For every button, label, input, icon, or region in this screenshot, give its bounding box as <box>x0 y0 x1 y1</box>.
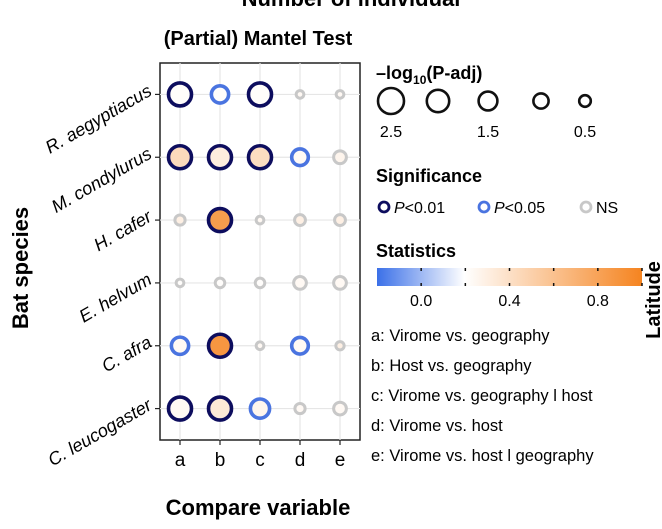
point-c-leucogaster-c <box>248 397 272 420</box>
variable-annotations: a: Virome vs. geography b: Host vs. geogr… <box>371 327 594 465</box>
significance-legend-items: P<0.01 P<0.05 NS <box>377 200 618 217</box>
size-legend: –log10(P-adj) 2.5 1.5 0.5 <box>376 63 596 141</box>
point-e-helvum-a <box>174 277 186 289</box>
point-h-cafer-e <box>333 213 347 228</box>
annotation-b: b: Host vs. geography <box>371 357 532 375</box>
annotation-e: e: Virome vs. host l geography <box>371 447 594 465</box>
significance-legend-swatch-p-0-01 <box>377 200 391 214</box>
x-axis-title: Compare variable <box>166 495 351 520</box>
point-r-aegyptiacus-e <box>334 89 346 100</box>
statistics-colorbar-ticks: 0.0 0.4 0.8 <box>410 268 643 310</box>
y-axis-title: Bat species <box>8 207 33 329</box>
x-tick-label-d: d <box>295 450 306 471</box>
point-e-helvum-c <box>253 276 267 290</box>
point-c-leucogaster-d <box>293 401 307 416</box>
size-legend-circle-1 <box>532 92 550 110</box>
point-h-cafer-b <box>206 206 234 234</box>
cut-off-right-label: Latitude <box>643 261 662 339</box>
point-m-condylurus-e <box>332 149 348 166</box>
y-tick-label-m-condylurus: M. condylurus <box>48 143 155 216</box>
colorbar-label-0-4: 0.4 <box>498 293 520 310</box>
point-e-helvum-d <box>292 275 308 291</box>
y-tick-label-c-leucogaster: C. leucogaster <box>44 394 155 470</box>
point-c-afra-e <box>334 340 346 352</box>
size-legend-circle-0-5 <box>577 93 593 109</box>
y-tick-label-h-cafer: H. cafer <box>90 206 155 255</box>
colorbar-label-0-0: 0.0 <box>410 293 432 310</box>
x-tick-label-e: e <box>335 450 346 471</box>
data-points <box>166 81 348 422</box>
size-legend-labels: 2.5 1.5 0.5 <box>380 124 596 141</box>
point-r-aegyptiacus-b <box>209 83 231 105</box>
size-legend-label-0-5: 0.5 <box>574 124 596 141</box>
size-legend-title-sub: 10 <box>413 73 427 87</box>
size-legend-circles <box>376 86 593 116</box>
significance-legend-label-ns: NS <box>596 200 618 217</box>
annotation-a: a: Virome vs. geography <box>371 327 550 345</box>
point-c-afra-d <box>289 335 311 356</box>
point-m-condylurus-b <box>206 143 234 171</box>
annotation-c: c: Virome vs. geography l host <box>371 387 593 405</box>
statistics-colorbar <box>377 268 642 286</box>
point-r-aegyptiacus-d <box>294 89 306 100</box>
x-tick-label-b: b <box>215 450 226 471</box>
size-legend-label-1-5: 1.5 <box>477 124 499 141</box>
size-legend-label-2-5: 2.5 <box>380 124 402 141</box>
point-c-leucogaster-a <box>166 395 194 422</box>
annotation-d: d: Virome vs. host <box>371 417 503 435</box>
cut-off-top-title: Number of individual <box>242 0 461 11</box>
y-tick-label-c-afra: C. afra <box>98 332 155 376</box>
x-axis-ticks: a b c d e <box>175 440 346 471</box>
x-tick-label-a: a <box>175 450 186 471</box>
point-c-afra-b <box>206 332 234 360</box>
point-e-helvum-e <box>332 275 348 291</box>
point-m-condylurus-a <box>166 143 194 171</box>
size-legend-title-tail: (P-adj) <box>426 63 482 83</box>
size-legend-circle-1-5 <box>477 90 499 112</box>
significance-legend: Significance P<0.01 P<0.05 NS <box>376 166 618 217</box>
y-tick-label-e-helvum: E. helvum <box>76 269 155 326</box>
significance-legend-swatch-ns <box>579 200 593 214</box>
point-r-aegyptiacus-c <box>246 81 274 108</box>
point-m-condylurus-d <box>289 147 311 168</box>
x-tick-label-c: c <box>255 450 265 471</box>
point-m-condylurus-c <box>246 143 274 171</box>
size-legend-title-main: –log <box>376 63 413 83</box>
point-c-afra-a <box>169 335 191 357</box>
y-tick-label-r-aegyptiacus: R. aegyptiacus <box>42 81 155 158</box>
point-c-leucogaster-e <box>332 400 348 417</box>
significance-legend-label-p-0-05: P<0.05 <box>494 200 545 217</box>
point-r-aegyptiacus-a <box>166 81 194 108</box>
chart-title: (Partial) Mantel Test <box>164 28 353 50</box>
statistics-legend-title: Statistics <box>376 241 456 261</box>
point-h-cafer-a <box>173 213 187 227</box>
point-c-afra-c <box>254 340 266 352</box>
point-h-cafer-d <box>293 213 307 228</box>
point-c-leucogaster-b <box>206 395 234 422</box>
significance-legend-label-p-0-01: P<0.01 <box>394 200 445 217</box>
point-h-cafer-c <box>254 214 266 226</box>
size-legend-circle-2-5 <box>376 86 406 116</box>
size-legend-circle-2 <box>425 88 451 114</box>
statistics-legend: Statistics 0.0 0.4 0.8 <box>376 241 643 310</box>
size-legend-title: –log10(P-adj) <box>376 63 482 87</box>
colorbar-label-0-8: 0.8 <box>587 293 609 310</box>
point-e-helvum-b <box>213 276 227 290</box>
significance-legend-title: Significance <box>376 166 482 186</box>
significance-legend-swatch-p-0-05 <box>477 200 491 214</box>
